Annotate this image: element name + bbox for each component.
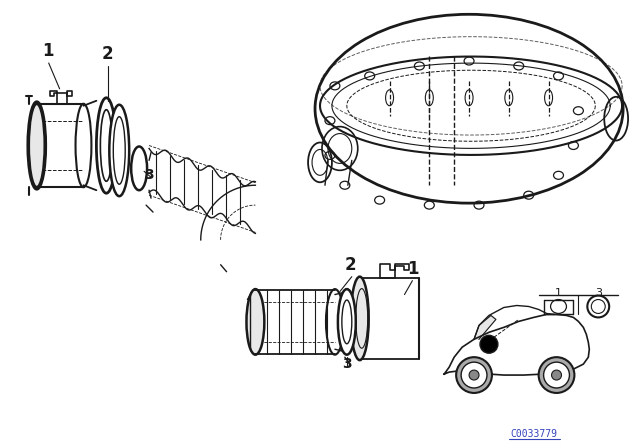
Ellipse shape — [539, 357, 575, 393]
Ellipse shape — [97, 98, 116, 193]
Ellipse shape — [109, 105, 129, 196]
Text: 3: 3 — [595, 288, 602, 297]
Text: 2: 2 — [345, 256, 356, 274]
Ellipse shape — [351, 277, 369, 360]
Ellipse shape — [338, 289, 356, 355]
Text: 1: 1 — [555, 288, 562, 297]
Text: 2: 2 — [101, 45, 113, 63]
Ellipse shape — [246, 289, 264, 355]
Ellipse shape — [461, 362, 487, 388]
Ellipse shape — [543, 362, 570, 388]
Ellipse shape — [315, 14, 623, 203]
Text: 3: 3 — [144, 168, 154, 182]
Ellipse shape — [131, 146, 147, 190]
Ellipse shape — [552, 370, 561, 380]
Ellipse shape — [456, 357, 492, 393]
Text: 1: 1 — [408, 260, 419, 278]
Ellipse shape — [480, 335, 498, 353]
Polygon shape — [474, 315, 496, 339]
Text: C0033779: C0033779 — [510, 429, 557, 439]
Ellipse shape — [469, 370, 479, 380]
Ellipse shape — [29, 104, 45, 187]
Text: 1: 1 — [42, 42, 53, 60]
Text: 3: 3 — [342, 357, 351, 371]
